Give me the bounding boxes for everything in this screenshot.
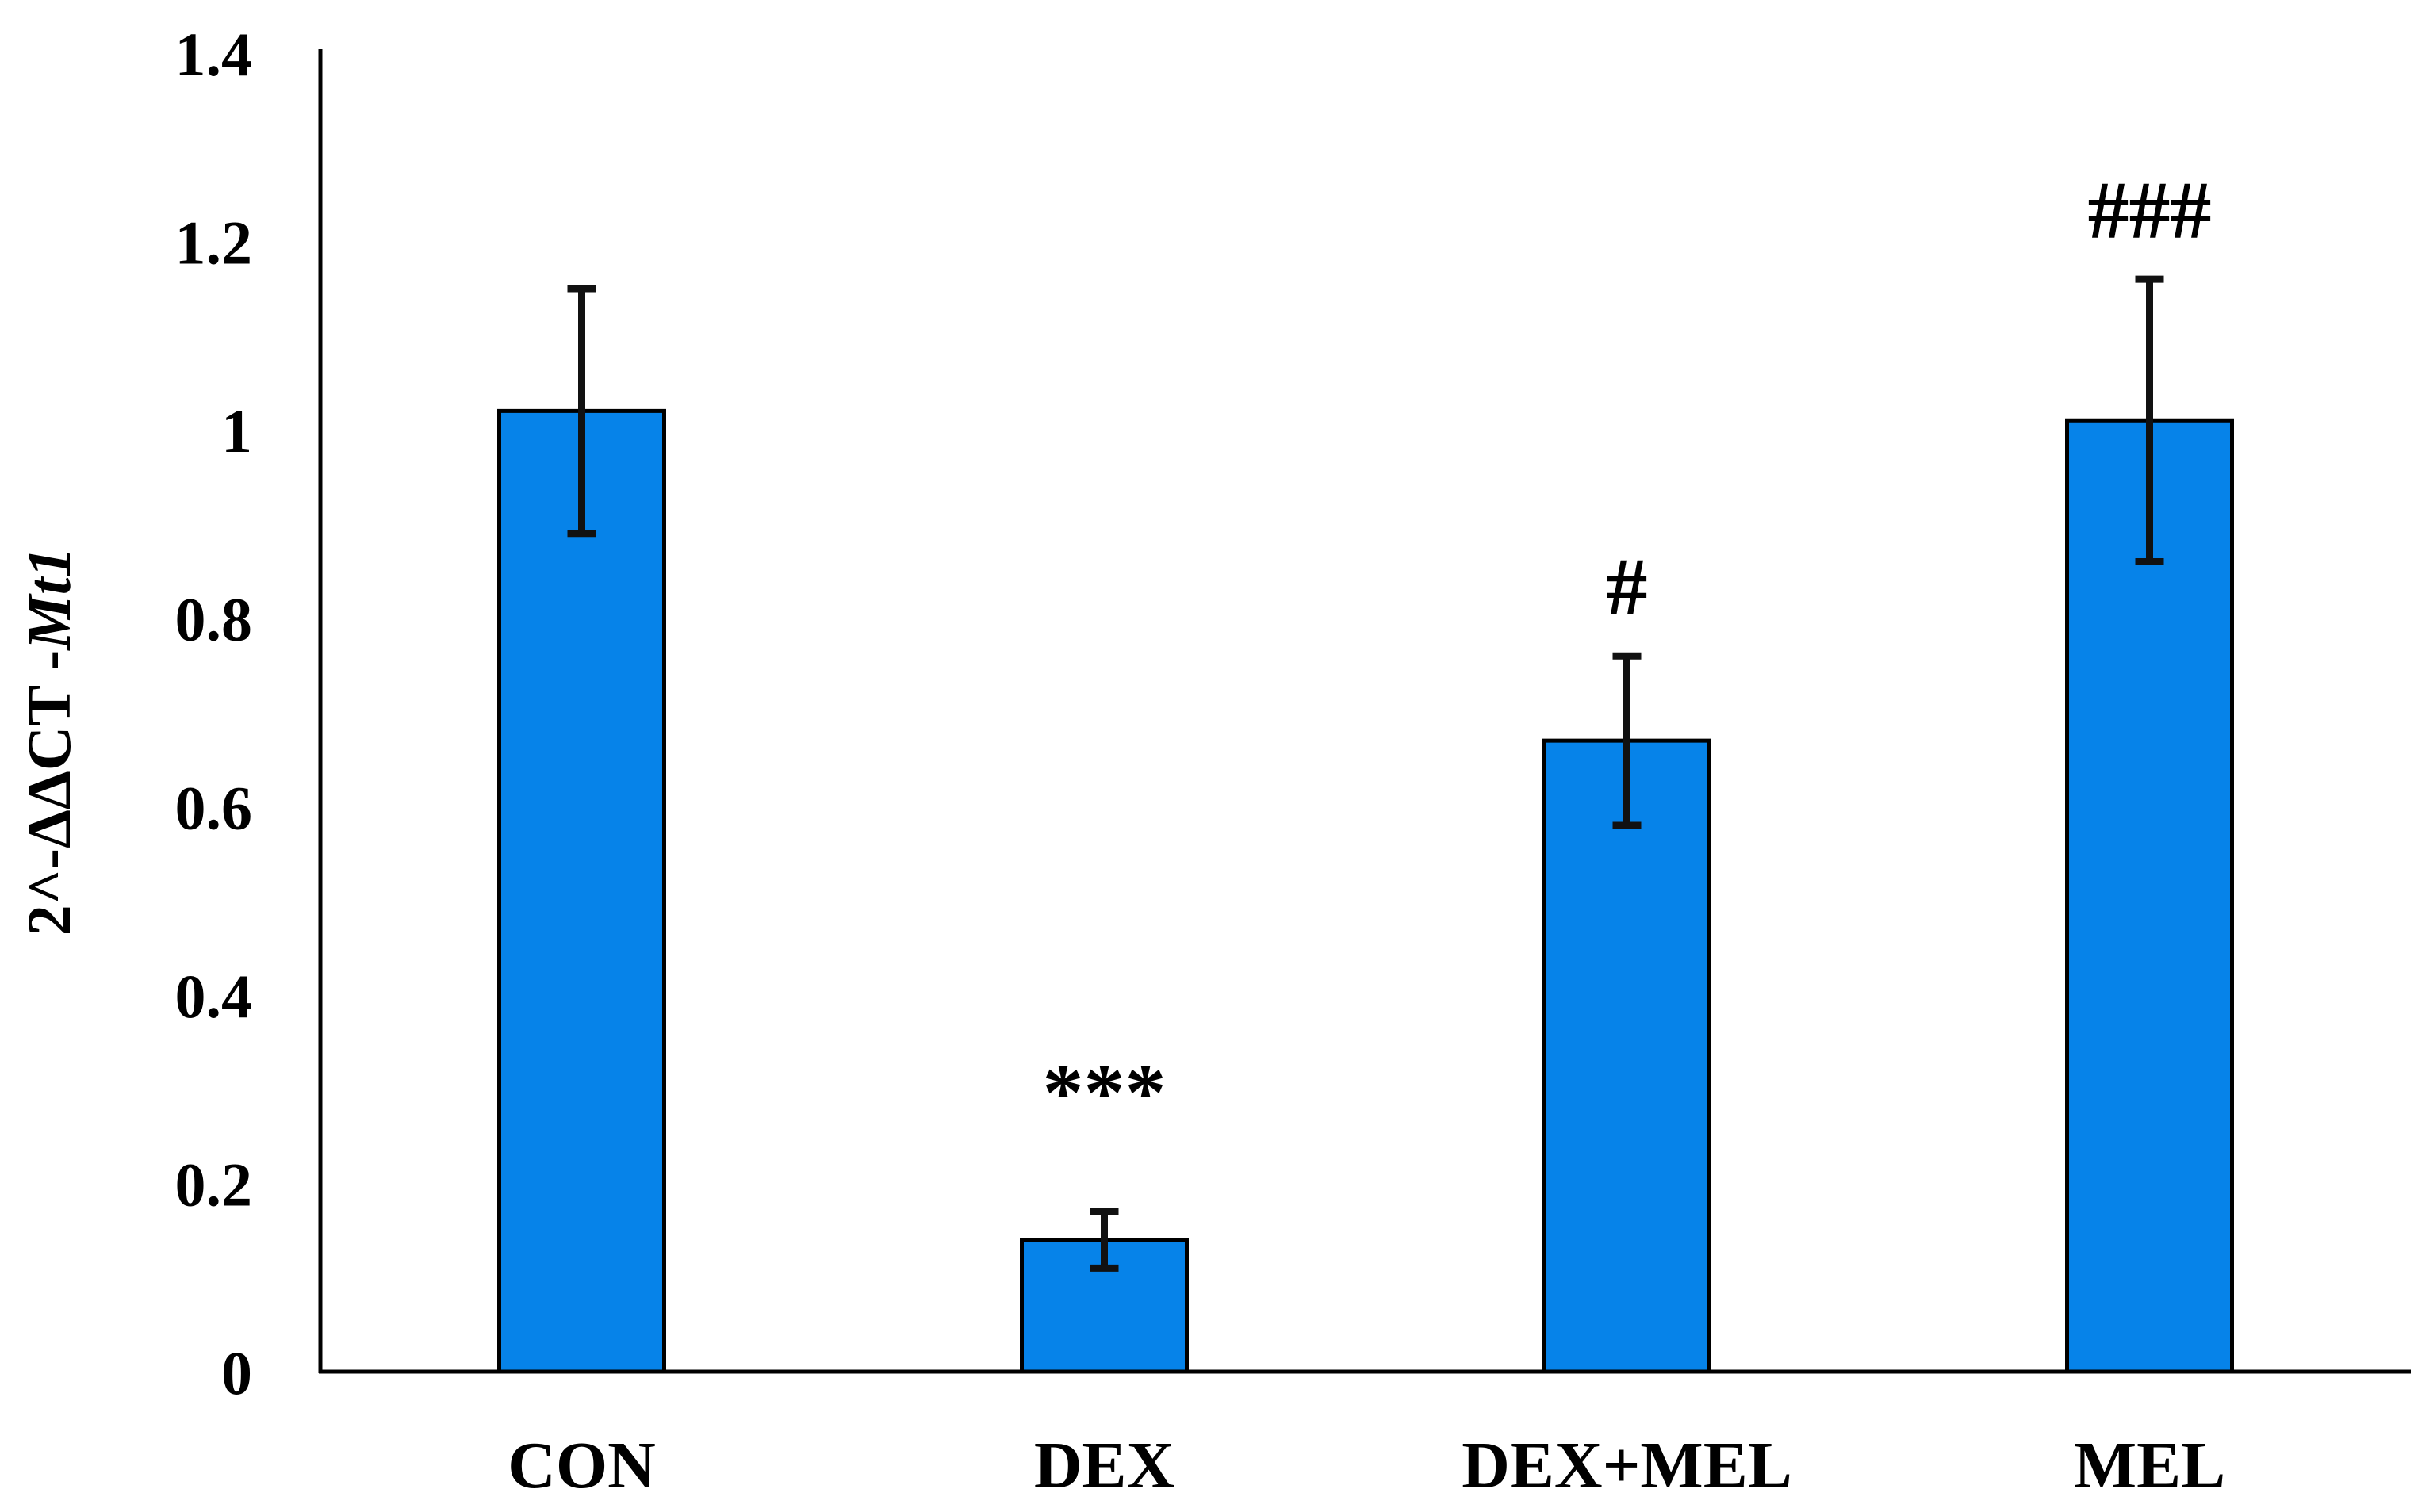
significance-label: ### <box>2088 165 2212 256</box>
y-tick-label: 0 <box>221 1338 252 1407</box>
y-axis-ticks: 0 0.2 0.4 0.6 0.8 1 1.2 1.4 <box>175 20 253 1407</box>
bar-dex-mel <box>1542 738 1711 1374</box>
bar-con <box>497 408 666 1374</box>
y-tick-label: 0.2 <box>175 1150 253 1219</box>
axes <box>318 49 2411 1374</box>
significance-label: # <box>1607 542 1648 633</box>
y-axis-label-prefix: 2^-ΔΔCT - <box>14 650 83 936</box>
significance-labels: ***#### <box>1043 165 2212 1139</box>
y-tick-label: 0.4 <box>175 962 253 1031</box>
y-tick-label: 0.8 <box>175 585 253 654</box>
category-label: DEX+MEL <box>1462 1429 1792 1502</box>
y-tick-label: 1.2 <box>175 209 253 278</box>
bar-mel <box>2065 418 2234 1374</box>
y-tick-label: 1 <box>221 396 252 465</box>
y-axis-title: 2^-ΔΔCT -Mt1 <box>14 547 83 936</box>
bars <box>497 408 2234 1374</box>
category-label: CON <box>508 1429 656 1502</box>
y-tick-label: 0.6 <box>175 773 253 842</box>
y-axis-label: 2^-ΔΔCT -Mt1 <box>14 547 83 936</box>
y-axis-label-gene: Mt1 <box>14 547 83 652</box>
category-labels: CON DEX DEX+MEL MEL <box>508 1429 2225 1502</box>
y-tick-label: 1.4 <box>175 20 253 89</box>
category-label: MEL <box>2074 1429 2225 1502</box>
error-bars <box>567 275 2164 1272</box>
significance-label: *** <box>1043 1047 1167 1139</box>
category-label: DEX <box>1034 1429 1174 1502</box>
